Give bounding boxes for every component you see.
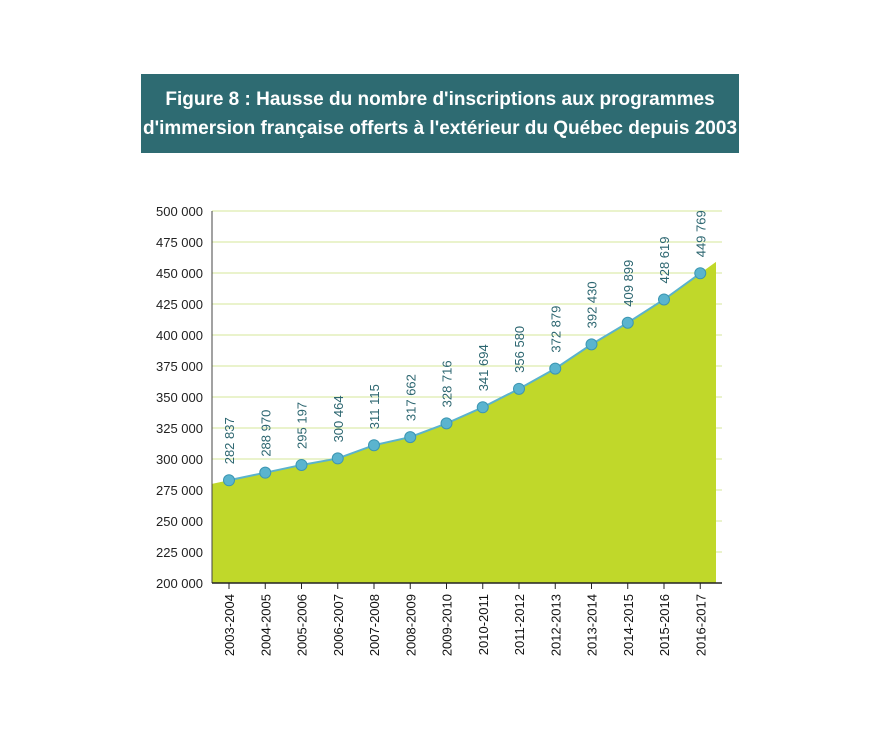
data-point — [549, 362, 562, 375]
x-tick-label: 2005-2006 — [295, 594, 310, 656]
y-tick-label: 400 000 — [156, 328, 203, 343]
data-point — [585, 338, 598, 351]
data-point — [513, 382, 525, 395]
y-tick-labels: 200 000 225 000 250 000 275 000 300 000 325 0… — [156, 204, 203, 591]
x-tick-label: 2008-2009 — [403, 594, 418, 656]
data-point — [331, 452, 344, 465]
data-label: 428 619 — [657, 237, 672, 284]
y-tick-label: 250 000 — [156, 514, 203, 529]
y-tick-label: 350 000 — [156, 390, 203, 405]
x-tick-label: 2007-2008 — [367, 594, 382, 656]
data-label: 392 430 — [585, 281, 600, 328]
y-tick-label: 475 000 — [156, 235, 203, 250]
chart-title-line-2: d'immersion française offerts à l'extéri… — [142, 117, 738, 139]
data-point — [259, 466, 272, 479]
data-label: 282 837 — [222, 417, 237, 464]
data-point — [440, 417, 453, 430]
data-point — [694, 267, 707, 280]
y-tick-label: 300 000 — [156, 452, 203, 467]
data-point — [404, 431, 417, 444]
data-label: 372 879 — [548, 306, 563, 353]
x-tick-label: 2009-2010 — [440, 594, 455, 656]
data-markers — [223, 267, 707, 487]
x-tick-label: 2015-2016 — [657, 594, 672, 656]
x-tick-label: 2006-2007 — [331, 594, 346, 656]
x-tick-label: 2010-2011 — [476, 594, 491, 655]
data-label: 409 899 — [621, 260, 636, 307]
y-tick-label: 325 000 — [156, 421, 203, 436]
chart-title-box: Figure 8 : Hausse du nombre d'inscriptio… — [141, 74, 739, 153]
data-point — [621, 316, 634, 329]
data-point — [476, 401, 489, 414]
data-label: 295 197 — [295, 402, 310, 449]
data-label: 300 464 — [331, 395, 346, 442]
data-label: 311 115 — [367, 384, 382, 429]
series-line — [228, 272, 701, 482]
x-tick-label: 2004-2005 — [258, 594, 273, 656]
y-tick-label: 200 000 — [156, 576, 203, 591]
x-tick-label: 2013-2014 — [585, 594, 600, 656]
data-label: 341 694 — [476, 344, 491, 391]
x-tick-label: 2016-2017 — [693, 594, 708, 656]
x-tick-label: 2003-2004 — [222, 594, 237, 656]
data-point — [658, 293, 670, 306]
data-point — [368, 439, 380, 452]
data-label: 328 716 — [440, 360, 455, 407]
y-tick-label: 275 000 — [156, 483, 203, 498]
data-label: 449 769 — [693, 210, 708, 257]
data-label: 317 662 — [403, 374, 418, 421]
y-tick-label: 425 000 — [156, 297, 203, 312]
data-label: 356 580 — [512, 326, 527, 373]
x-tick-label: 2014-2015 — [621, 594, 636, 656]
x-tick-label: 2012-2013 — [548, 594, 563, 656]
data-label: 288 970 — [258, 410, 273, 457]
data-labels: 282 837 288 970 295 197 300 464 311 115 317 6… — [222, 210, 708, 464]
x-tick-labels: 2003-2004 2004-2005 2005-2006 2006-2007 2007… — [222, 583, 708, 656]
data-point — [223, 474, 235, 487]
y-tick-label: 375 000 — [156, 359, 203, 374]
area-fill — [212, 261, 716, 583]
chart-title-line-1: Figure 8 : Hausse du nombre d'inscriptio… — [165, 88, 715, 110]
x-tick-label: 2011-2012 — [512, 594, 527, 655]
y-tick-label: 225 000 — [156, 545, 203, 560]
y-tick-label: 500 000 — [156, 204, 203, 219]
data-point — [295, 458, 308, 471]
y-tick-label: 450 000 — [156, 266, 203, 281]
